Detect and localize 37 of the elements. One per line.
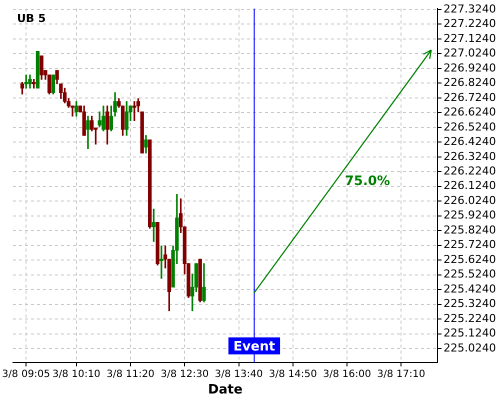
y-tick-label: 226.1240: [444, 179, 496, 192]
chart-title: UB 5: [16, 12, 46, 25]
y-tick-label: 225.2240: [444, 312, 496, 325]
x-tick-label: 3/8 12:30: [160, 368, 209, 380]
y-tick-label: 226.3240: [444, 150, 496, 163]
y-tick-label: 226.2240: [444, 164, 496, 178]
y-tick-label: 227.1240: [444, 32, 496, 45]
y-tick-label: 226.9240: [444, 61, 496, 74]
candlestick: [160, 246, 164, 279]
x-tick-label: 3/8 13:40: [214, 368, 263, 380]
x-tick-label: 3/8 10:10: [52, 368, 100, 380]
x-tick-label: 3/8 16:00: [322, 368, 372, 380]
y-tick-label: 227.0240: [444, 46, 496, 60]
y-tick-label: 227.3240: [444, 2, 496, 16]
y-tick-label: 225.0240: [444, 341, 496, 354]
ref-line-label: Event: [233, 339, 276, 354]
y-tick-label: 225.5240: [444, 268, 496, 281]
y-tick-label: 225.6240: [444, 252, 496, 266]
y-tick-label: 226.7240: [444, 90, 496, 104]
y-tick-label: 226.8240: [444, 76, 496, 90]
y-tick-label: 225.7240: [444, 238, 496, 252]
y-tick-label: 226.0240: [444, 194, 496, 207]
y-tick-label: 225.9240: [444, 208, 496, 222]
x-axis-title: Date: [208, 382, 243, 398]
y-tick-label: 225.4240: [444, 282, 496, 296]
y-tick-label: 225.3240: [444, 297, 496, 310]
y-tick-label: 226.6240: [444, 106, 496, 119]
x-tick-label: 3/8 11:20: [106, 368, 155, 380]
y-tick-label: 226.5240: [444, 120, 496, 134]
x-tick-label: 3/8 09:05: [2, 368, 50, 380]
x-tick-label: 3/8 17:10: [377, 368, 426, 380]
annotation: 75.0%: [344, 174, 390, 189]
x-tick-label: 3/8 14:50: [268, 368, 317, 380]
y-tick-label: 225.1240: [444, 326, 496, 340]
y-tick-label: 225.8240: [444, 223, 496, 236]
y-tick-label: 226.4240: [444, 135, 496, 148]
y-tick-label: 227.2240: [444, 17, 496, 30]
